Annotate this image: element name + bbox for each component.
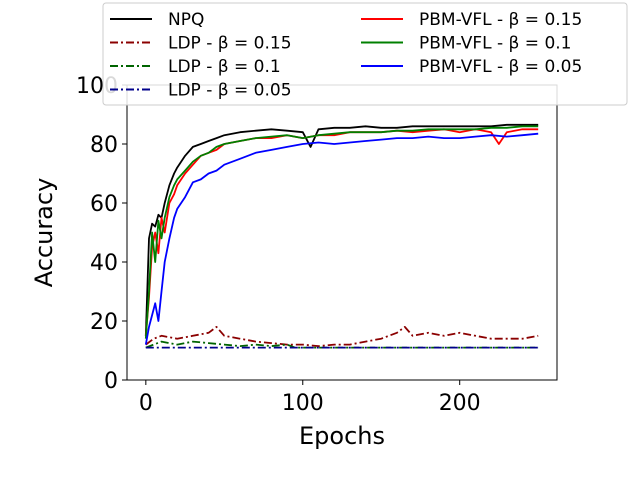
series-line-0 xyxy=(144,123,539,336)
x-axis-label: Epochs xyxy=(299,422,385,450)
series-line-5 xyxy=(144,125,539,339)
legend-label-4: PBM-VFL - β = 0.15 xyxy=(419,10,582,30)
series-layer xyxy=(144,123,539,349)
legend-box xyxy=(102,2,628,106)
x-tick-label-2: 200 xyxy=(439,391,481,416)
legend-label-6: PBM-VFL - β = 0.05 xyxy=(419,57,582,77)
legend-label-5: PBM-VFL - β = 0.1 xyxy=(419,34,571,54)
y-tick-label-1: 20 xyxy=(90,310,118,335)
y-axis-label: Accuracy xyxy=(30,178,58,288)
x-tick-label-0: 0 xyxy=(139,391,153,416)
legend-label-0: NPQ xyxy=(168,10,204,30)
series-line-2 xyxy=(145,340,539,349)
x-tick-label-1: 100 xyxy=(282,391,324,416)
y-tick-label-4: 80 xyxy=(90,133,118,158)
legend-label-3: LDP - β = 0.05 xyxy=(168,81,292,101)
legend: NPQ LDP - β = 0.15 LDP - β = 0.1 LDP - β = … xyxy=(102,2,628,106)
series-line-1 xyxy=(145,325,539,348)
series-line-6 xyxy=(144,132,539,345)
y-tick-label-0: 0 xyxy=(104,369,118,394)
legend-label-2: LDP - β = 0.1 xyxy=(168,57,281,77)
legend-label-1: LDP - β = 0.15 xyxy=(168,34,292,54)
y-tick-label-2: 40 xyxy=(90,251,118,276)
y-tick-label-3: 60 xyxy=(90,192,118,217)
series-line-4 xyxy=(144,128,539,336)
